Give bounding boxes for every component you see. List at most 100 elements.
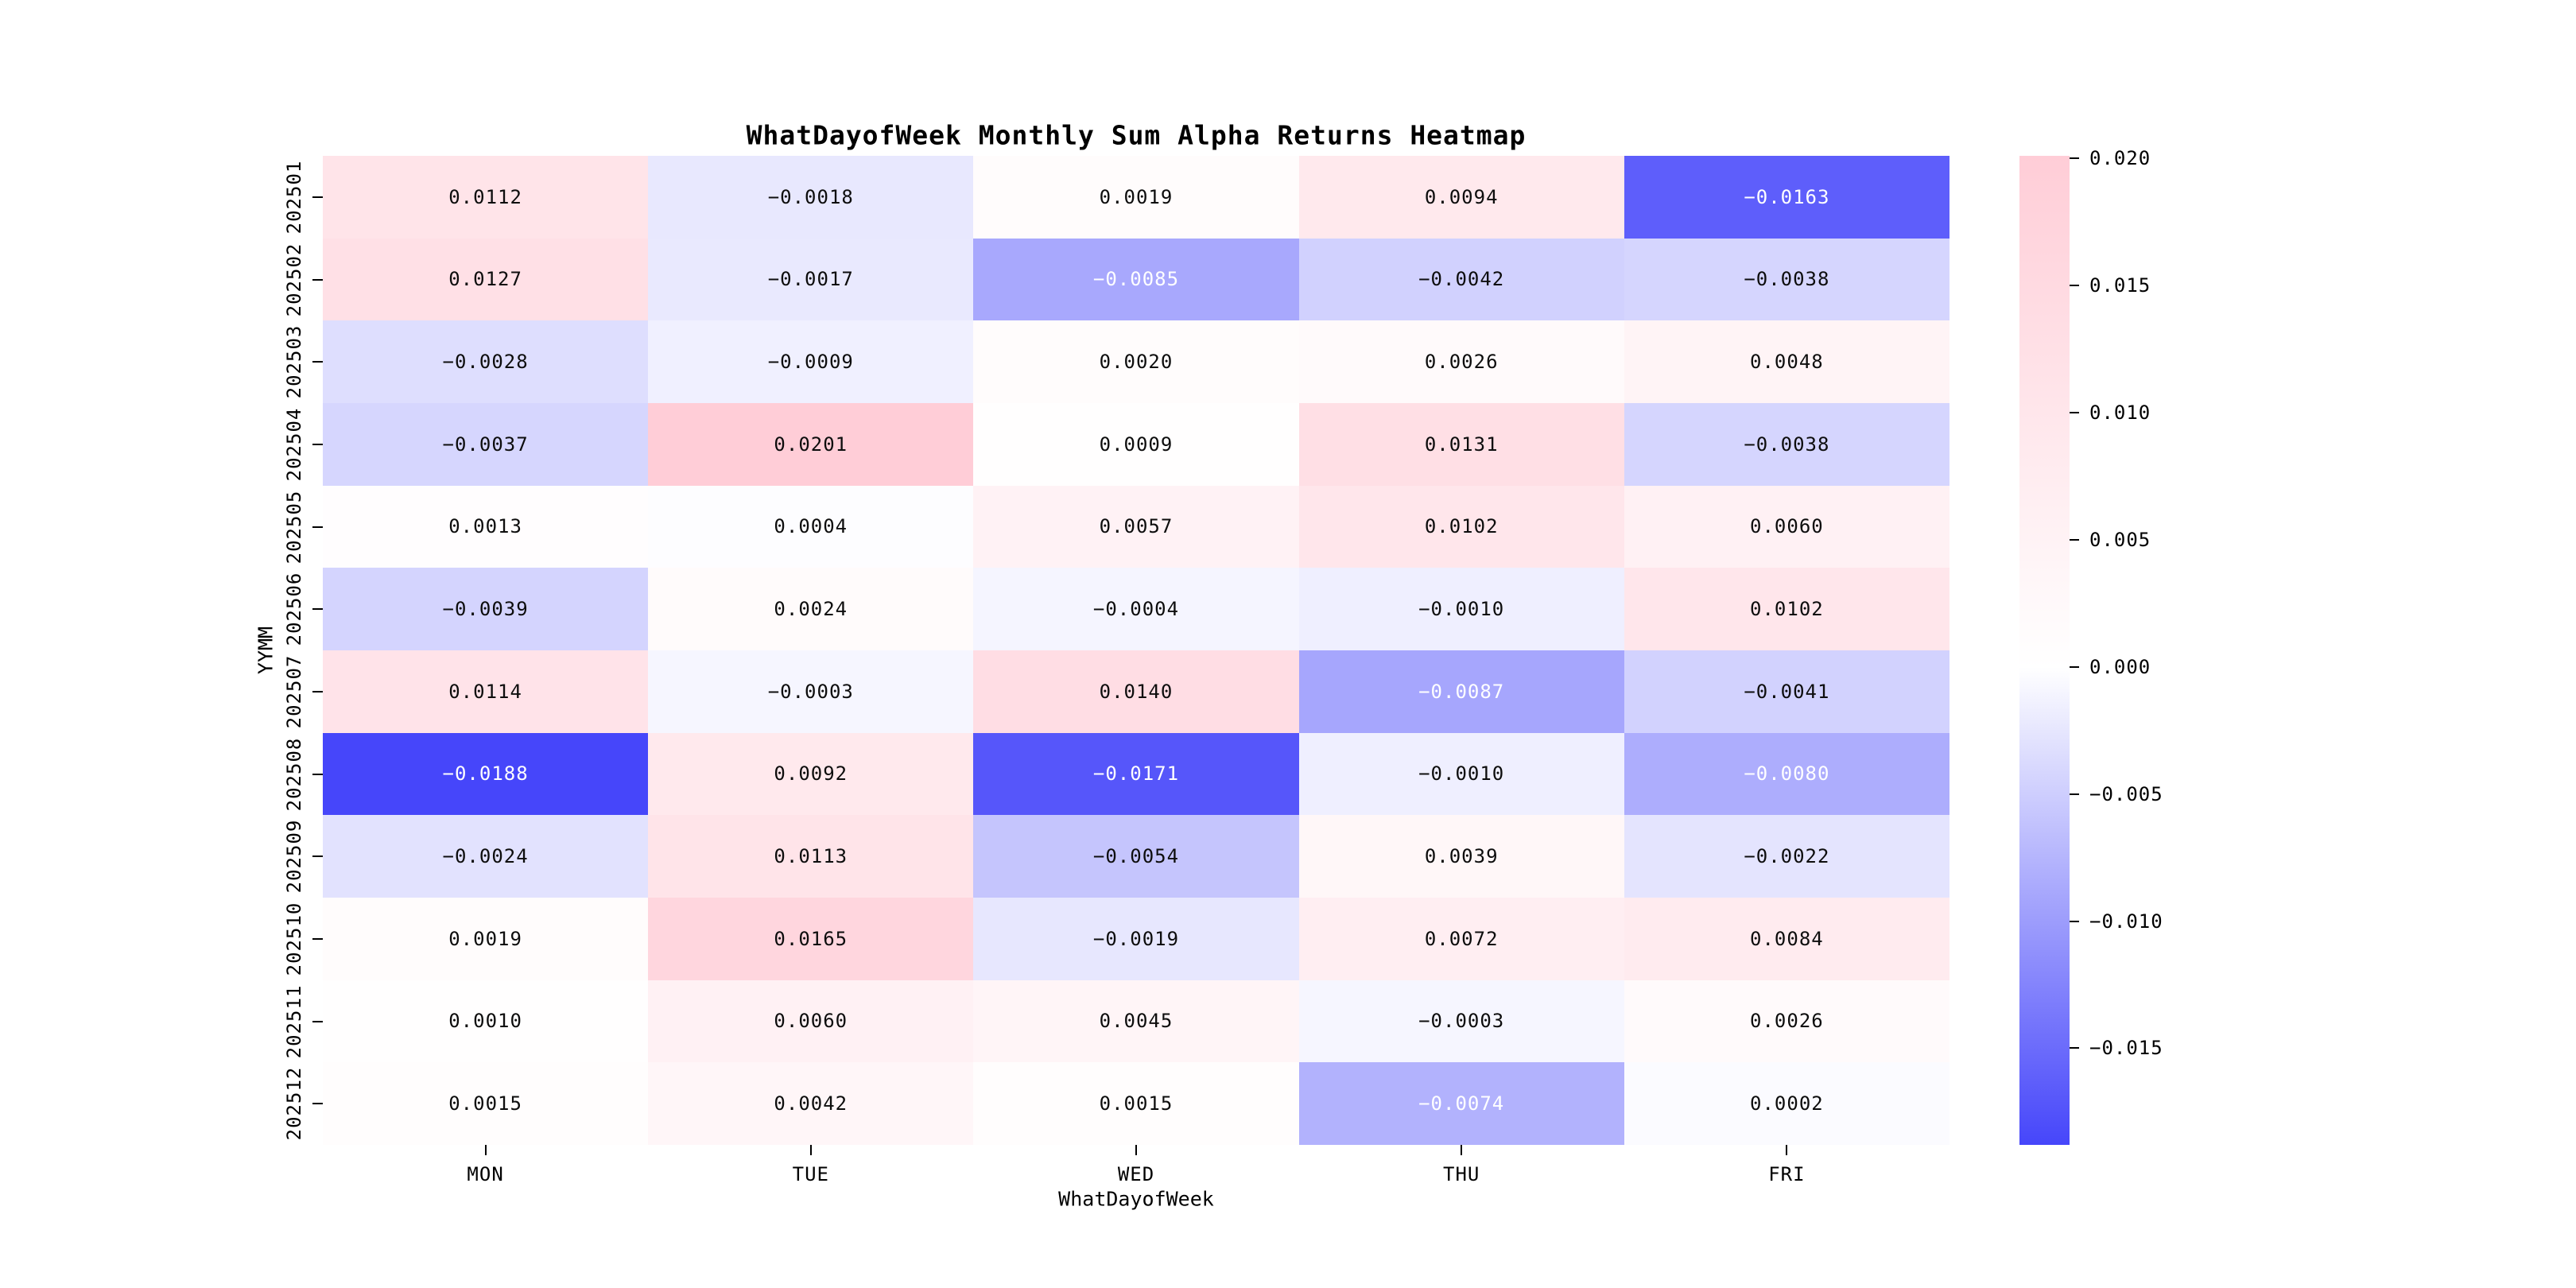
heatmap-cell: 0.0140 — [973, 650, 1299, 733]
heatmap-cell: 0.0002 — [1624, 1062, 1949, 1145]
x-tick-label: THU — [1443, 1163, 1480, 1185]
heatmap-cell: −0.0171 — [973, 732, 1299, 816]
heatmap-cell: −0.0188 — [323, 732, 649, 816]
heatmap-cell: −0.0010 — [1298, 732, 1624, 816]
heatmap-cell: 0.0094 — [1298, 156, 1624, 239]
heatmap-cell: −0.0080 — [1624, 732, 1949, 816]
heatmap-cell: 0.0039 — [1298, 815, 1624, 898]
y-tick-label: 202506 — [283, 572, 305, 646]
heatmap-cell: −0.0004 — [973, 568, 1299, 650]
heatmap-cell: −0.0038 — [1624, 238, 1949, 321]
colorbar-tick-mark — [2070, 411, 2079, 413]
y-tick-label: 202510 — [283, 902, 305, 976]
y-tick-mark — [312, 937, 323, 940]
heatmap-cell: 0.0165 — [648, 898, 974, 980]
x-tick-mark — [809, 1145, 812, 1155]
heatmap-cell: −0.0010 — [1298, 568, 1624, 650]
colorbar-tick-mark — [2070, 920, 2079, 922]
y-tick-label: 202503 — [283, 324, 305, 399]
y-tick-mark — [312, 278, 323, 281]
heatmap-cell: 0.0013 — [323, 485, 649, 568]
heatmap-cell: 0.0072 — [1298, 898, 1624, 980]
colorbar-tick-mark — [2070, 665, 2079, 668]
heatmap-cell: 0.0009 — [973, 403, 1299, 486]
heatmap-cell: 0.0015 — [323, 1062, 649, 1145]
y-tick-mark — [312, 690, 323, 692]
heatmap-cell: 0.0026 — [1624, 980, 1949, 1063]
heatmap-cell: −0.0038 — [1624, 403, 1949, 486]
y-tick-mark — [312, 196, 323, 198]
heatmap-cell: 0.0024 — [648, 568, 974, 650]
heatmap-cell: −0.0037 — [323, 403, 649, 486]
colorbar-tick-label: −0.010 — [2089, 910, 2163, 933]
y-tick-mark — [312, 773, 323, 775]
x-tick-label: MON — [467, 1163, 504, 1185]
y-tick-mark — [312, 1103, 323, 1105]
colorbar-tick-label: 0.015 — [2089, 274, 2151, 297]
y-tick-label: 202512 — [283, 1066, 305, 1141]
x-tick-mark — [484, 1145, 487, 1155]
heatmap-cell: 0.0112 — [323, 156, 649, 239]
heatmap-cell: 0.0114 — [323, 650, 649, 733]
colorbar-tick-label: −0.005 — [2089, 782, 2163, 805]
y-tick-label: 202505 — [283, 490, 305, 564]
heatmap-cell: −0.0019 — [973, 898, 1299, 980]
colorbar-tick-label: −0.015 — [2089, 1037, 2163, 1060]
x-tick-label: TUE — [792, 1163, 829, 1185]
colorbar-tick-mark — [2070, 157, 2079, 160]
y-tick-label: 202507 — [283, 654, 305, 729]
heatmap-cell: 0.0084 — [1624, 898, 1949, 980]
chart-title: WhatDayofWeek Monthly Sum Alpha Returns … — [746, 119, 1527, 151]
x-axis-label: WhatDayofWeek — [1058, 1187, 1214, 1211]
heatmap-cell: 0.0060 — [1624, 485, 1949, 568]
x-tick-mark — [1786, 1145, 1788, 1155]
heatmap-cell: 0.0113 — [648, 815, 974, 898]
heatmap-cell: −0.0087 — [1298, 650, 1624, 733]
colorbar-tick-mark — [2070, 793, 2079, 795]
heatmap-cell: −0.0042 — [1298, 238, 1624, 321]
colorbar-tick-label: 0.005 — [2089, 528, 2151, 551]
heatmap-cell: 0.0060 — [648, 980, 974, 1063]
heatmap-cell: 0.0019 — [323, 898, 649, 980]
x-tick-mark — [1135, 1145, 1137, 1155]
heatmap-cell: −0.0028 — [323, 320, 649, 403]
heatmap-cell: −0.0041 — [1624, 650, 1949, 733]
heatmap-cell: 0.0042 — [648, 1062, 974, 1145]
y-tick-label: 202501 — [283, 160, 305, 235]
heatmap-plot-area: 0.0112 −0.0018 0.0019 0.0094 −0.0163 0.0127 −0… — [323, 156, 1949, 1145]
y-tick-label: 202508 — [283, 737, 305, 811]
y-tick-label: 202502 — [283, 242, 305, 316]
heatmap-cell: −0.0039 — [323, 568, 649, 650]
heatmap-cell: 0.0048 — [1624, 320, 1949, 403]
y-tick-mark — [312, 443, 323, 445]
heatmap-cell: 0.0020 — [973, 320, 1299, 403]
heatmap-cell: 0.0092 — [648, 732, 974, 816]
colorbar-tick-mark — [2070, 1047, 2079, 1049]
heatmap-cell: −0.0024 — [323, 815, 649, 898]
colorbar-tick-mark — [2070, 285, 2079, 287]
heatmap-cell: 0.0102 — [1624, 568, 1949, 650]
heatmap-cell: 0.0004 — [648, 485, 974, 568]
colorbar-tick-label: 0.000 — [2089, 655, 2151, 678]
heatmap-cell: −0.0022 — [1624, 815, 1949, 898]
heatmap-cell: −0.0018 — [648, 156, 974, 239]
y-tick-label: 202509 — [283, 819, 305, 894]
heatmap-cell: −0.0009 — [648, 320, 974, 403]
heatmap-cell: −0.0085 — [973, 238, 1299, 321]
heatmap-cell: 0.0057 — [973, 485, 1299, 568]
heatmap-cell: 0.0015 — [973, 1062, 1299, 1145]
heatmap-cell: −0.0163 — [1624, 156, 1949, 239]
heatmap-cell: 0.0026 — [1298, 320, 1624, 403]
y-tick-mark — [312, 361, 323, 363]
x-tick-label: FRI — [1768, 1163, 1806, 1185]
heatmap-cell: −0.0054 — [973, 815, 1299, 898]
heatmap-cell: 0.0131 — [1298, 403, 1624, 486]
heatmap-cell: 0.0127 — [323, 238, 649, 321]
y-tick-mark — [312, 526, 323, 528]
heatmap-cell: 0.0045 — [973, 980, 1299, 1063]
heatmap-cell: −0.0003 — [648, 650, 974, 733]
y-axis-label: YYMM — [254, 626, 277, 675]
y-tick-mark — [312, 608, 323, 611]
heatmap-cell: 0.0102 — [1298, 485, 1624, 568]
